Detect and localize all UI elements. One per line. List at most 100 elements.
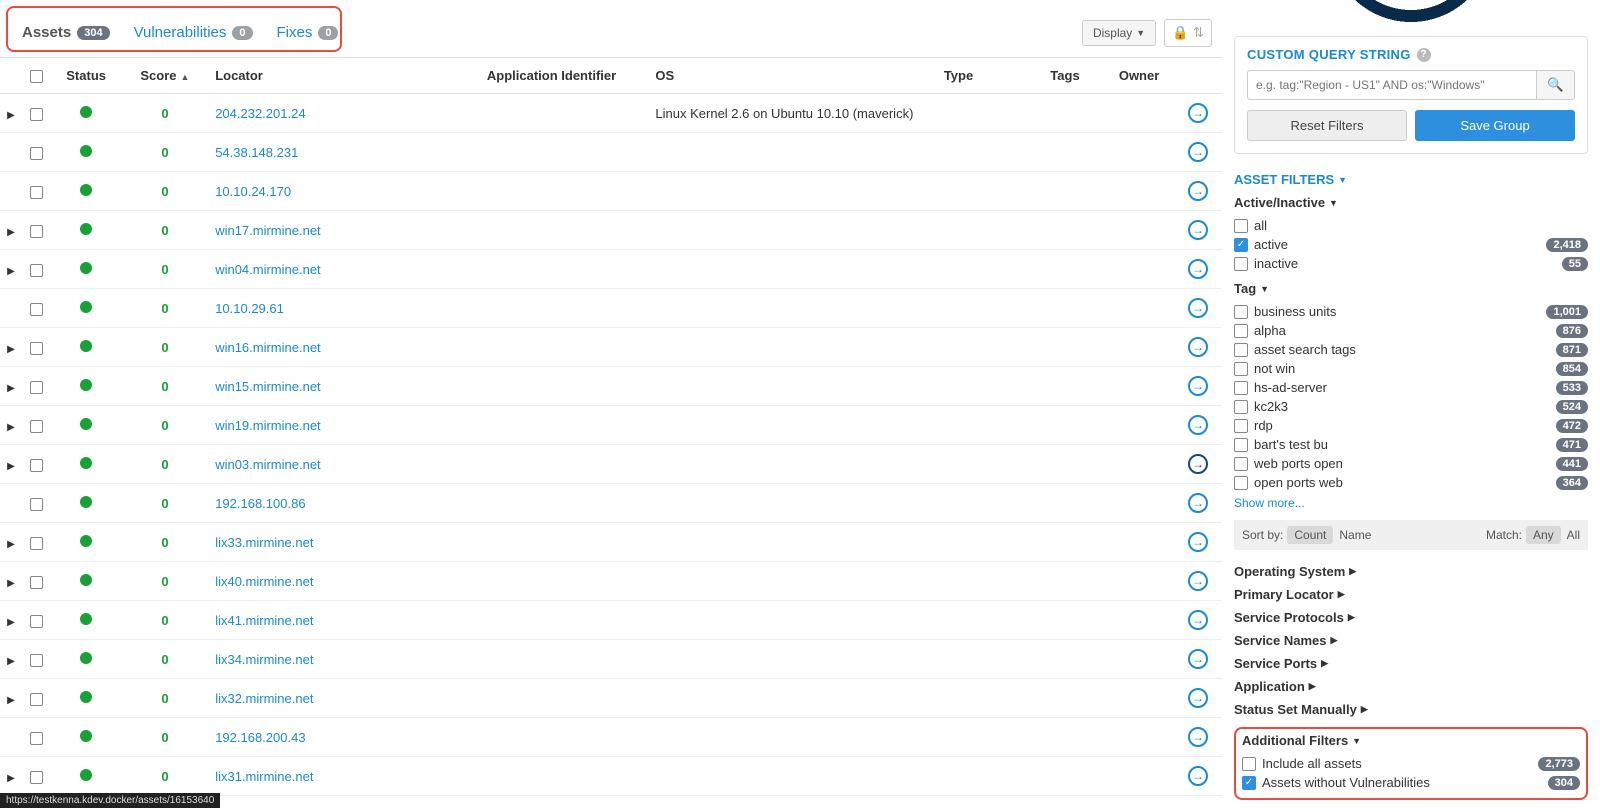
row-checkbox[interactable] [30, 381, 43, 394]
col-header-type[interactable]: Type [938, 58, 1044, 94]
go-to-asset-button[interactable]: → [1188, 688, 1208, 708]
filter-checkbox[interactable] [1234, 419, 1248, 433]
filter-checkbox[interactable] [1234, 324, 1248, 338]
go-to-asset-button[interactable]: → [1188, 337, 1208, 357]
tag-row[interactable]: business units1,001 [1234, 302, 1588, 321]
filter-checkbox[interactable] [1234, 362, 1248, 376]
locator-link[interactable]: 204.232.201.24 [215, 106, 305, 121]
expand-caret-icon[interactable]: ▶ [7, 656, 15, 667]
locator-link[interactable]: lix40.mirmine.net [215, 574, 313, 589]
col-header-score[interactable]: Score▲ [121, 58, 210, 94]
col-header-appid[interactable]: Application Identifier [481, 58, 650, 94]
go-to-asset-button[interactable]: → [1188, 142, 1208, 162]
expand-caret-icon[interactable]: ▶ [7, 539, 15, 550]
show-more-link[interactable]: Show more... [1234, 496, 1305, 510]
expand-caret-icon[interactable]: ▶ [7, 578, 15, 589]
col-header-os[interactable]: OS [649, 58, 937, 94]
row-checkbox[interactable] [30, 732, 43, 745]
row-checkbox[interactable] [30, 264, 43, 277]
filter-checkbox[interactable] [1234, 305, 1248, 319]
expand-caret-icon[interactable]: ▶ [7, 422, 15, 433]
locator-link[interactable]: lix33.mirmine.net [215, 535, 313, 550]
expand-caret-icon[interactable]: ▶ [7, 266, 15, 277]
expand-caret-icon[interactable]: ▶ [7, 773, 15, 784]
filter-checkbox[interactable] [1234, 476, 1248, 490]
active-inactive-row[interactable]: inactive55 [1234, 254, 1588, 273]
expand-caret-icon[interactable]: ▶ [7, 617, 15, 628]
collapsed-section[interactable]: Service Ports ▶ [1234, 652, 1588, 675]
tab-vulnerabilities[interactable]: Vulnerabilities 0 [122, 18, 265, 47]
tag-row[interactable]: hs-ad-server533 [1234, 378, 1588, 397]
locator-link[interactable]: win15.mirmine.net [215, 379, 321, 394]
col-header-status[interactable]: Status [52, 58, 121, 94]
tag-row[interactable]: open ports web364 [1234, 473, 1588, 492]
tag-row[interactable]: asset search tags871 [1234, 340, 1588, 359]
locator-link[interactable]: lix41.mirmine.net [215, 613, 313, 628]
asset-filters-title[interactable]: ASSET FILTERS ▼ [1234, 172, 1588, 187]
active-inactive-section[interactable]: Active/Inactive ▼ [1234, 195, 1588, 210]
locator-link[interactable]: lix34.mirmine.net [215, 652, 313, 667]
expand-caret-icon[interactable]: ▶ [7, 383, 15, 394]
additional-row[interactable]: Include all assets2,773 [1242, 754, 1580, 773]
tab-fixes[interactable]: Fixes 0 [265, 18, 351, 47]
row-checkbox[interactable] [30, 615, 43, 628]
locator-link[interactable]: 10.10.24.170 [215, 184, 291, 199]
custom-query-search-button[interactable]: 🔍 [1536, 70, 1575, 100]
go-to-asset-button[interactable]: → [1188, 220, 1208, 240]
tag-row[interactable]: alpha876 [1234, 321, 1588, 340]
go-to-asset-button[interactable]: → [1188, 415, 1208, 435]
display-dropdown[interactable]: Display ▼ [1082, 20, 1156, 46]
collapsed-section[interactable]: Primary Locator ▶ [1234, 583, 1588, 606]
row-checkbox[interactable] [30, 459, 43, 472]
go-to-asset-button[interactable]: → [1188, 649, 1208, 669]
tag-row[interactable]: not win854 [1234, 359, 1588, 378]
collapsed-section[interactable]: Service Protocols ▶ [1234, 606, 1588, 629]
go-to-asset-button[interactable]: → [1188, 103, 1208, 123]
filter-checkbox[interactable] [1242, 757, 1256, 771]
lock-sort-button[interactable]: 🔒 ⇅ [1164, 19, 1212, 47]
col-header-tags[interactable]: Tags [1044, 58, 1113, 94]
go-to-asset-button[interactable]: → [1188, 298, 1208, 318]
locator-link[interactable]: lix31.mirmine.net [215, 769, 313, 784]
help-icon[interactable]: ? [1417, 48, 1431, 62]
expand-caret-icon[interactable]: ▶ [7, 695, 15, 706]
active-inactive-row[interactable]: ✓active2,418 [1234, 235, 1588, 254]
filter-checkbox[interactable] [1234, 400, 1248, 414]
additional-filters-section[interactable]: Additional Filters ▼ [1242, 733, 1580, 748]
row-checkbox[interactable] [30, 342, 43, 355]
go-to-asset-button[interactable]: → [1188, 259, 1208, 279]
tag-row[interactable]: bart's test bu471 [1234, 435, 1588, 454]
expand-caret-icon[interactable]: ▶ [7, 110, 15, 121]
col-header-locator[interactable]: Locator [209, 58, 481, 94]
go-to-asset-button[interactable]: → [1188, 454, 1208, 474]
tag-row[interactable]: kc2k3524 [1234, 397, 1588, 416]
locator-link[interactable]: win16.mirmine.net [215, 340, 321, 355]
locator-link[interactable]: win04.mirmine.net [215, 262, 321, 277]
collapsed-section[interactable]: Application ▶ [1234, 675, 1588, 698]
go-to-asset-button[interactable]: → [1188, 610, 1208, 630]
locator-link[interactable]: 10.10.29.61 [215, 301, 284, 316]
collapsed-section[interactable]: Service Names ▶ [1234, 629, 1588, 652]
collapsed-section[interactable]: Operating System ▶ [1234, 560, 1588, 583]
row-checkbox[interactable] [30, 693, 43, 706]
row-checkbox[interactable] [30, 225, 43, 238]
go-to-asset-button[interactable]: → [1188, 181, 1208, 201]
match-all[interactable]: All [1567, 528, 1580, 542]
locator-link[interactable]: 192.168.100.86 [215, 496, 305, 511]
row-checkbox[interactable] [30, 537, 43, 550]
select-all-checkbox[interactable] [30, 70, 43, 83]
row-checkbox[interactable] [30, 108, 43, 121]
row-checkbox[interactable] [30, 576, 43, 589]
filter-checkbox[interactable] [1234, 257, 1248, 271]
reset-filters-button[interactable]: Reset Filters [1247, 110, 1407, 141]
expand-caret-icon[interactable]: ▶ [7, 461, 15, 472]
custom-query-input[interactable] [1247, 70, 1536, 100]
row-checkbox[interactable] [30, 771, 43, 784]
sort-by-count[interactable]: Count [1287, 526, 1333, 544]
tag-section[interactable]: Tag ▼ [1234, 281, 1588, 296]
locator-link[interactable]: win03.mirmine.net [215, 457, 321, 472]
go-to-asset-button[interactable]: → [1188, 376, 1208, 396]
filter-checkbox[interactable] [1234, 381, 1248, 395]
filter-checkbox[interactable] [1234, 219, 1248, 233]
sort-by-name[interactable]: Name [1339, 528, 1371, 542]
